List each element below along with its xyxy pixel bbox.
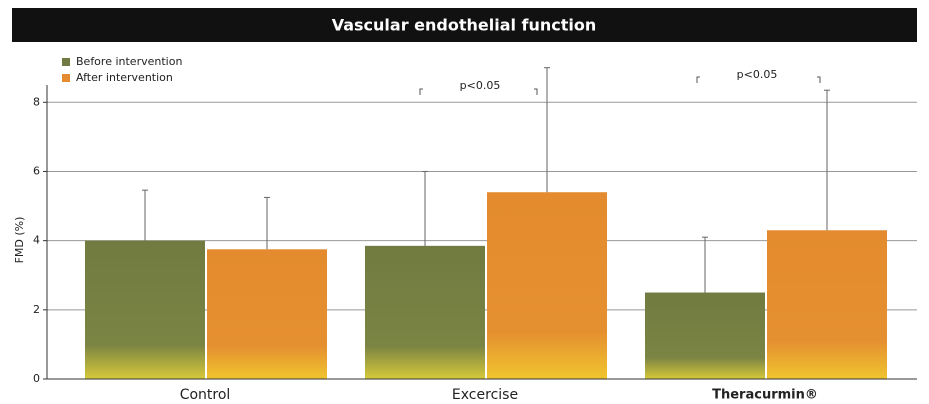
x-tick-label: Theracurmin® — [712, 388, 818, 403]
chart-title: Vascular endothelial function — [332, 16, 597, 35]
bracket — [696, 76, 700, 83]
title-bar — [12, 8, 917, 42]
bracket — [534, 88, 538, 95]
legend-swatch — [62, 58, 70, 66]
annotation: p<0.05 — [460, 79, 501, 92]
bar — [487, 192, 607, 379]
legend-swatch — [62, 74, 70, 82]
x-tick-label: Control — [180, 387, 231, 403]
y-tick-label: 6 — [33, 164, 40, 177]
bar — [365, 245, 485, 379]
legend-label: Before intervention — [76, 55, 182, 68]
y-axis-label: FMD (%) — [13, 217, 26, 264]
legend-label: After intervention — [76, 71, 173, 84]
x-tick-label: Excercise — [452, 387, 518, 403]
y-tick-label: 4 — [33, 234, 40, 247]
y-tick-label: 2 — [33, 303, 40, 316]
y-tick-label: 0 — [33, 372, 40, 385]
bar — [767, 230, 887, 379]
bar — [85, 240, 205, 379]
annotation: p<0.05 — [737, 68, 778, 81]
bar — [207, 249, 327, 379]
bracket — [419, 88, 423, 95]
y-tick-label: 8 — [33, 95, 40, 108]
bar — [645, 292, 765, 379]
bracket — [817, 76, 821, 83]
